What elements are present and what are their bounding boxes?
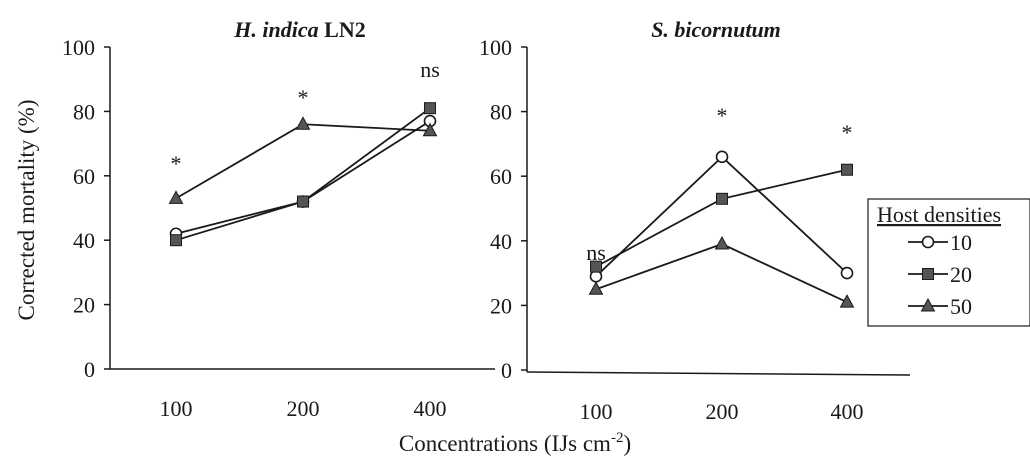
data-point-50 <box>714 235 730 250</box>
data-point-50 <box>839 294 855 308</box>
data-point-10 <box>840 266 854 280</box>
chart-title-left: H. indica LN2 <box>233 17 365 42</box>
data-point-50 <box>422 122 438 137</box>
y-tick-label: 100 <box>479 35 512 60</box>
significance-label: * <box>842 120 853 145</box>
data-point-20 <box>424 102 436 115</box>
x-tick-label: 200 <box>706 399 739 424</box>
y-ticks-left: 0 20 40 60 80 100 <box>62 35 110 382</box>
data-point-20 <box>590 260 602 273</box>
data-point-10 <box>715 150 729 164</box>
data-point-50 <box>168 190 184 204</box>
y-ticks-right: 0 20 40 60 80 100 <box>479 35 527 383</box>
data-point-50 <box>295 116 311 130</box>
x-tick-label: 200 <box>287 396 320 421</box>
x-tick-label: 400 <box>831 399 864 424</box>
y-tick-label: 0 <box>501 358 512 383</box>
legend-title: Host densities <box>877 202 1001 227</box>
panel-s-bicornutum: S. bicornutum 0 20 40 60 80 100 100 200 400 ns *… <box>479 17 911 424</box>
y-tick-label: 80 <box>490 100 512 125</box>
annotations-left: * * ns <box>171 57 440 176</box>
data-point-20 <box>297 195 309 208</box>
series-markers-right <box>588 150 855 308</box>
significance-label: * <box>717 103 728 128</box>
series-line-20 <box>595 168 848 268</box>
legend: Host densities 10 20 50 <box>867 198 1030 327</box>
series-line-50 <box>595 243 848 303</box>
data-point-20 <box>170 234 182 247</box>
x-tick-label: 100 <box>160 396 193 421</box>
annotations-right: ns * * <box>586 103 852 265</box>
legend-label: 20 <box>950 262 972 287</box>
y-axis-title: Corrected mortality (%) <box>14 100 39 321</box>
legend-label: 50 <box>950 294 972 319</box>
y-tick-label: 0 <box>84 357 95 382</box>
series-line-10 <box>175 120 431 235</box>
y-tick-label: 60 <box>73 164 95 189</box>
legend-marker-50 <box>920 297 936 312</box>
significance-label: * <box>298 85 309 110</box>
legend-box <box>867 198 1030 327</box>
legend-entries: 10 20 50 <box>908 230 972 319</box>
y-tick-label: 20 <box>73 293 95 318</box>
y-tick-label: 40 <box>73 228 95 253</box>
x-ticks-right: 100 200 400 <box>580 399 864 424</box>
data-point-20 <box>716 192 728 205</box>
y-tick-label: 60 <box>490 164 512 189</box>
y-tick-label: 20 <box>490 293 512 318</box>
legend-marker-20 <box>922 268 934 280</box>
significance-label: ns <box>586 240 606 265</box>
chart-title-right: S. bicornutum <box>651 17 781 42</box>
legend-marker-10 <box>921 235 935 249</box>
y-tick-label: 80 <box>73 99 95 124</box>
x-axis-title: Concentrations (IJs cm-2) <box>399 430 631 456</box>
y-tick-label: 100 <box>62 35 95 60</box>
panel-h-indica: H. indica LN2 0 20 40 60 80 100 100 200 400 * * n… <box>62 17 495 421</box>
series-lines-right <box>595 155 848 303</box>
x-tick-label: 100 <box>580 399 613 424</box>
data-point-50 <box>588 281 604 295</box>
significance-label: * <box>171 151 182 176</box>
series-markers-left <box>168 102 438 247</box>
y-tick-label: 40 <box>490 229 512 254</box>
data-point-20 <box>841 163 853 176</box>
significance-label: ns <box>420 57 440 82</box>
series-line-10 <box>595 155 848 277</box>
x-ticks-left: 100 200 400 <box>160 396 447 421</box>
legend-label: 10 <box>950 230 972 255</box>
x-axis-right <box>526 371 911 376</box>
x-tick-label: 400 <box>414 396 447 421</box>
